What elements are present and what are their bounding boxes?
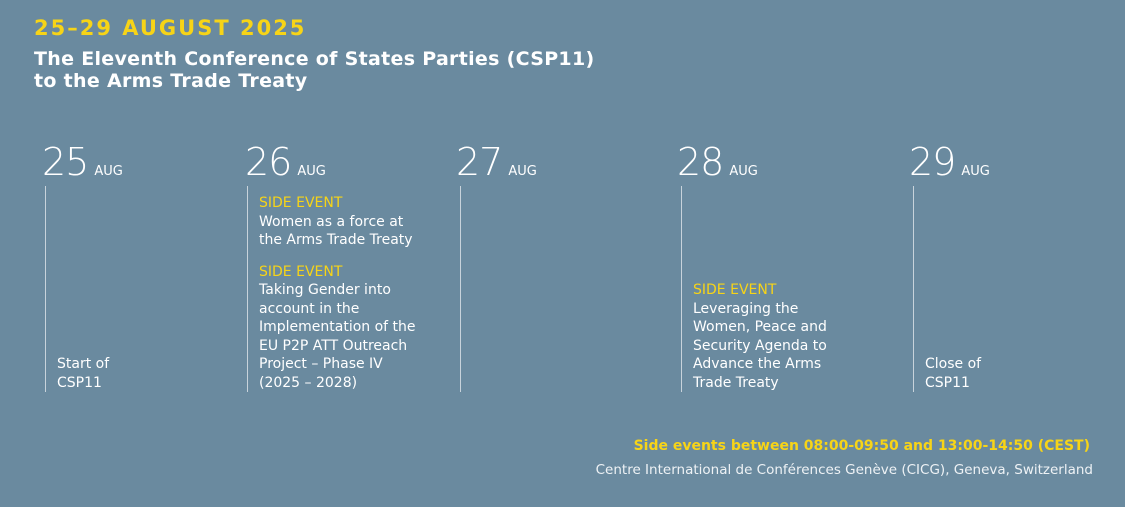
title: The Eleventh Conference of States Partie… <box>34 48 594 92</box>
event-text: Advance the Arms <box>693 356 822 372</box>
event-text: Taking Gender into <box>259 282 391 298</box>
day-header: 28 AUG <box>677 140 877 184</box>
side-event: SIDE EVENT Women as a force at the Arms Tr… <box>259 194 437 250</box>
day-timeline: Close of CSP11 <box>913 186 1103 392</box>
event-label: SIDE EVENT <box>259 263 343 280</box>
event-text: Women as a force at <box>259 213 404 230</box>
day-timeline: SIDE EVENT Leveraging the Women, Peace and… <box>681 186 871 392</box>
event-text: Women, Peace and <box>693 319 827 335</box>
day-number: 29 <box>909 140 956 184</box>
day-header: 26 AUG <box>245 140 445 184</box>
day-column: 27 AUG <box>456 140 656 392</box>
day-column: 29 AUG Close of CSP11 <box>909 140 1109 392</box>
event-text: EU P2P ATT Outreach <box>259 337 408 354</box>
side-event: SIDE EVENT Taking Gender into account in t… <box>259 263 437 393</box>
title-line: The Eleventh Conference of States Partie… <box>34 48 595 70</box>
month: AUG <box>729 164 758 179</box>
day-number: 28 <box>677 140 724 184</box>
day-timeline: Start of CSP11 <box>45 186 235 392</box>
event-text: Project – Phase IV <box>259 356 383 372</box>
day-column: 25 AUG Start of CSP11 <box>42 140 242 392</box>
event-text: the Arms Trade Treaty <box>259 232 413 248</box>
event-text: (2025 – 2028) <box>259 374 358 391</box>
month: AUG <box>961 164 990 179</box>
day-note: CSP11 <box>57 374 102 391</box>
date: 25–29 AUGUST 2025 <box>34 16 307 40</box>
day-number: 26 <box>245 140 292 184</box>
venue: Centre International de Conférences Genè… <box>595 462 1093 478</box>
day-header: 25 AUG <box>42 140 242 184</box>
event-text: Implementation of the <box>259 319 416 335</box>
day-header: 29 AUG <box>909 140 1109 184</box>
event-text: Security Agenda to <box>693 337 827 354</box>
event-label: SIDE EVENT <box>259 195 343 211</box>
title-line: to the Arms Trade Treaty <box>34 70 308 92</box>
day-column: 28 AUG SIDE EVENT Leveraging the Women, Peac… <box>677 140 877 392</box>
day-header: 27 AUG <box>456 140 656 184</box>
month: AUG <box>297 164 326 179</box>
month: AUG <box>508 164 537 179</box>
month: AUG <box>94 164 123 179</box>
day-column: 26 AUG SIDE EVENT Women as a force at the Ar… <box>245 140 445 392</box>
day-note: Start of <box>57 356 110 372</box>
day-number: 27 <box>456 140 503 184</box>
event-text: Leveraging the <box>693 300 799 317</box>
day-note: CSP11 <box>925 374 970 391</box>
side-event-hours: Side events between 08:00-09:50 and 13:0… <box>633 438 1090 454</box>
day-timeline <box>460 186 650 392</box>
side-event: SIDE EVENT Leveraging the Women, Peace and… <box>693 281 871 392</box>
day-timeline: SIDE EVENT Women as a force at the Arms Tr… <box>247 186 437 392</box>
day-number: 25 <box>42 140 89 184</box>
day-note: Close of <box>925 356 982 372</box>
event-text: account in the <box>259 300 360 317</box>
event-text: Trade Treaty <box>693 374 779 391</box>
event-label: SIDE EVENT <box>693 282 777 298</box>
